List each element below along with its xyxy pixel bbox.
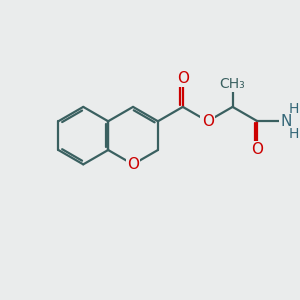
Text: O: O [177,70,189,86]
Text: CH₃: CH₃ [220,77,245,91]
Text: H: H [288,127,298,141]
Text: N: N [280,114,292,129]
Text: O: O [251,142,263,158]
Text: H: H [288,102,298,116]
Text: O: O [202,114,214,129]
Text: O: O [127,157,139,172]
